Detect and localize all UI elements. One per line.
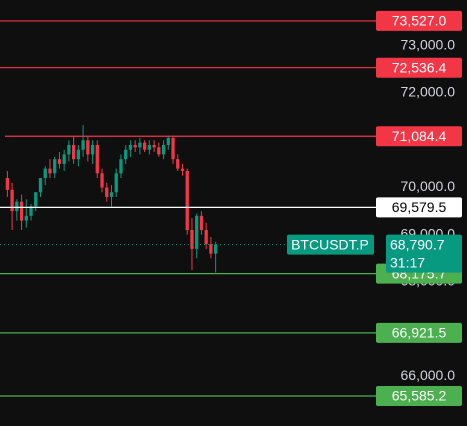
candle-body [71, 144, 76, 160]
price-label: 66,921.5 [392, 325, 447, 341]
candle-body [109, 192, 114, 197]
y-tick-label: 70,000.0 [401, 178, 456, 194]
candle-body [199, 215, 204, 231]
y-tick-label: 73,000.0 [401, 37, 456, 53]
candle-body [67, 144, 71, 155]
candle-body [48, 168, 52, 174]
candle-body [204, 230, 208, 245]
candle-body [86, 140, 90, 155]
candle-body [81, 140, 85, 150]
candle-body [176, 159, 180, 169]
candle-body [5, 178, 10, 190]
candle-body [34, 192, 38, 207]
candle-body [100, 173, 104, 188]
y-tick-label: 66,000.0 [401, 367, 456, 383]
candle-body [76, 149, 81, 160]
candle-body [195, 215, 199, 249]
candle-body [166, 137, 170, 145]
candle-body [171, 137, 175, 160]
price-badge [376, 197, 462, 218]
price-badge [376, 57, 462, 78]
symbol-label: BTCUSDT.P [291, 236, 369, 252]
candle-body [190, 230, 194, 249]
candle-body [142, 142, 147, 150]
candle-body [90, 144, 95, 155]
candle-body [95, 144, 99, 174]
candle-body [43, 168, 47, 179]
candle-body [213, 244, 218, 254]
candle-body [180, 168, 185, 171]
price-label: 73,527.0 [392, 13, 447, 29]
price-badge [376, 322, 462, 343]
candle-body [185, 170, 189, 231]
candle-body [19, 201, 24, 221]
candle-body [114, 173, 118, 193]
price-badge [376, 386, 462, 407]
candle-body [57, 159, 62, 164]
price-badge [376, 10, 462, 31]
candle-body [124, 149, 128, 160]
price-label: 69,579.5 [392, 199, 447, 215]
candle-body [157, 147, 161, 155]
symbol-badge [287, 234, 374, 255]
candle-body [138, 142, 142, 148]
candle-body [133, 144, 137, 148]
price-label: 72,536.4 [392, 59, 447, 75]
candle-body [119, 159, 123, 174]
candle-body [10, 189, 14, 212]
candle-body [147, 144, 152, 150]
current-price-label: 68,790.7 [390, 236, 445, 252]
candle-body [62, 154, 66, 164]
candle-body [15, 201, 19, 212]
price-badge [376, 126, 462, 147]
candle-body [38, 178, 43, 193]
candle-body [105, 187, 109, 197]
y-tick-label: 72,000.0 [401, 84, 456, 100]
countdown-label: 31:17 [390, 254, 425, 270]
candle-body [29, 206, 33, 216]
candle-body [209, 244, 213, 254]
candle-body [128, 144, 133, 150]
candle-body [53, 159, 57, 174]
price-label: 65,585.2 [392, 388, 447, 404]
candle-body [24, 215, 28, 221]
price-label: 71,084.4 [392, 128, 447, 144]
current-price-badge [386, 234, 462, 273]
candle-body [152, 144, 156, 148]
candle-body [161, 144, 166, 155]
